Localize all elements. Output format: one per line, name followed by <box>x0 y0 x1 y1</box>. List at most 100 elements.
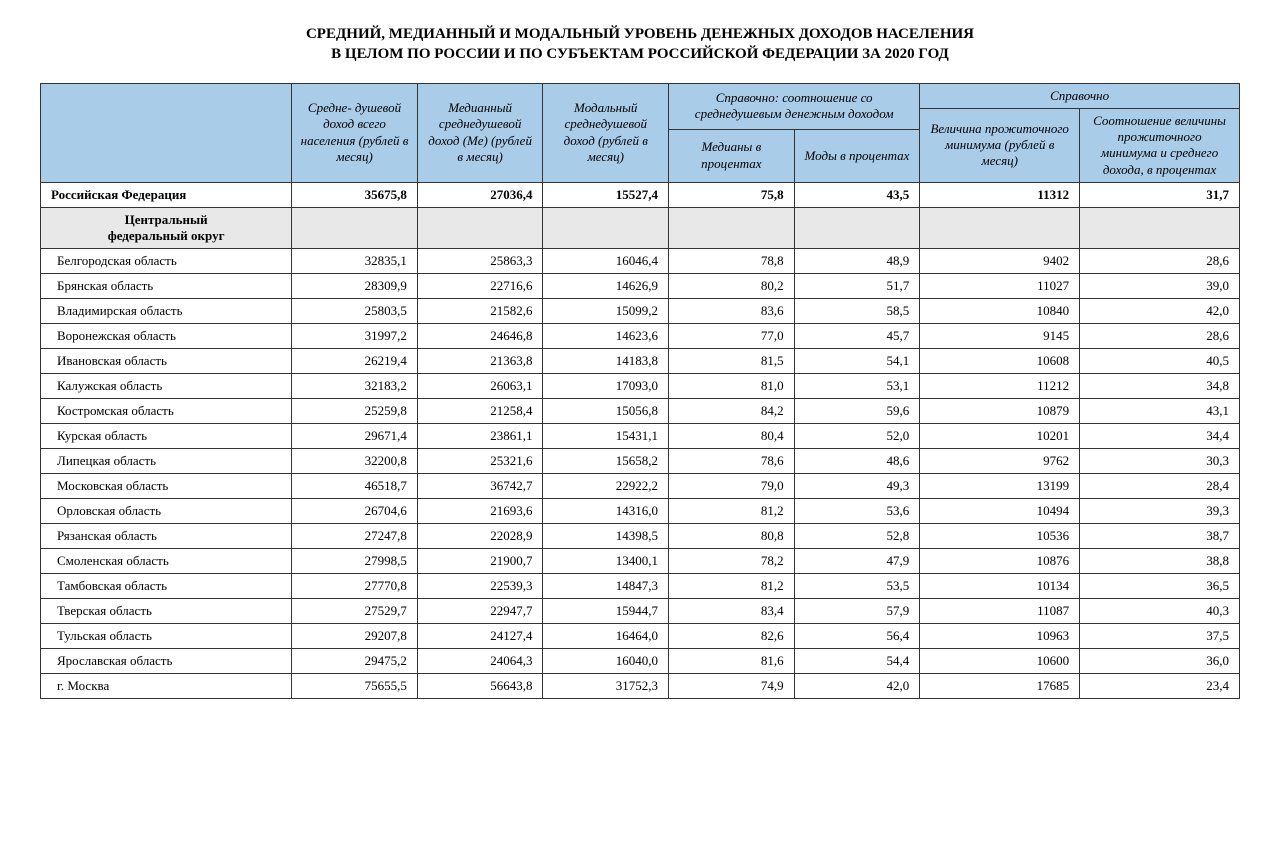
value-cell: 37,5 <box>1080 623 1240 648</box>
region-name: Липецкая область <box>41 448 292 473</box>
value-cell: 47,9 <box>794 548 920 573</box>
value-cell: 31997,2 <box>292 323 418 348</box>
value-cell: 26063,1 <box>417 373 543 398</box>
region-name: Центральныйфедеральный округ <box>41 207 292 248</box>
value-cell: 43,1 <box>1080 398 1240 423</box>
table-row: Рязанская область27247,822028,914398,580… <box>41 523 1240 548</box>
value-cell: 14183,8 <box>543 348 669 373</box>
value-cell: 38,8 <box>1080 548 1240 573</box>
value-cell: 40,3 <box>1080 598 1240 623</box>
value-cell: 54,4 <box>794 648 920 673</box>
header-modal: Модальный среднедушевой доход (рублей в … <box>543 83 669 182</box>
region-name: Тамбовская область <box>41 573 292 598</box>
table-row: Курская область29671,423861,115431,180,4… <box>41 423 1240 448</box>
value-cell: 53,5 <box>794 573 920 598</box>
value-cell: 32183,2 <box>292 373 418 398</box>
value-cell: 13400,1 <box>543 548 669 573</box>
value-cell <box>920 207 1080 248</box>
value-cell: 30,3 <box>1080 448 1240 473</box>
value-cell: 27247,8 <box>292 523 418 548</box>
value-cell: 35675,8 <box>292 182 418 207</box>
value-cell: 14398,5 <box>543 523 669 548</box>
value-cell: 11312 <box>920 182 1080 207</box>
region-name: Тульская область <box>41 623 292 648</box>
value-cell: 10536 <box>920 523 1080 548</box>
value-cell: 29207,8 <box>292 623 418 648</box>
value-cell: 78,6 <box>669 448 795 473</box>
value-cell: 80,4 <box>669 423 795 448</box>
value-cell: 10963 <box>920 623 1080 648</box>
value-cell: 15431,1 <box>543 423 669 448</box>
value-cell: 81,2 <box>669 498 795 523</box>
region-name: Рязанская область <box>41 523 292 548</box>
table-row: Смоленская область27998,521900,713400,17… <box>41 548 1240 573</box>
table-row: Брянская область28309,922716,614626,980,… <box>41 273 1240 298</box>
value-cell: 11212 <box>920 373 1080 398</box>
value-cell <box>417 207 543 248</box>
value-cell: 17093,0 <box>543 373 669 398</box>
value-cell: 54,1 <box>794 348 920 373</box>
value-cell: 40,5 <box>1080 348 1240 373</box>
value-cell: 23861,1 <box>417 423 543 448</box>
value-cell: 74,9 <box>669 673 795 698</box>
value-cell: 27770,8 <box>292 573 418 598</box>
region-name: Орловская область <box>41 498 292 523</box>
header-mode-pct: Моды в процентах <box>794 129 920 182</box>
value-cell: 13199 <box>920 473 1080 498</box>
value-cell: 21258,4 <box>417 398 543 423</box>
value-cell: 32200,8 <box>292 448 418 473</box>
value-cell: 25321,6 <box>417 448 543 473</box>
value-cell: 48,6 <box>794 448 920 473</box>
title-line-2: В ЦЕЛОМ ПО РОССИИ И ПО СУБЪЕКТАМ РОССИЙС… <box>331 46 949 62</box>
income-table: Средне- душевой доход всего населения (р… <box>40 83 1240 699</box>
value-cell: 14847,3 <box>543 573 669 598</box>
value-cell: 28,6 <box>1080 248 1240 273</box>
value-cell: 22539,3 <box>417 573 543 598</box>
value-cell: 23,4 <box>1080 673 1240 698</box>
table-header: Средне- душевой доход всего населения (р… <box>41 83 1240 182</box>
table-row: Московская область46518,736742,722922,27… <box>41 473 1240 498</box>
region-name: Брянская область <box>41 273 292 298</box>
table-row: Тульская область29207,824127,416464,082,… <box>41 623 1240 648</box>
value-cell: 10879 <box>920 398 1080 423</box>
total-row: Российская Федерация35675,827036,415527,… <box>41 182 1240 207</box>
value-cell: 80,2 <box>669 273 795 298</box>
value-cell: 36,5 <box>1080 573 1240 598</box>
table-body: Российская Федерация35675,827036,415527,… <box>41 182 1240 698</box>
value-cell: 38,7 <box>1080 523 1240 548</box>
value-cell: 28,4 <box>1080 473 1240 498</box>
value-cell: 10494 <box>920 498 1080 523</box>
value-cell <box>669 207 795 248</box>
value-cell: 75,8 <box>669 182 795 207</box>
value-cell: 78,8 <box>669 248 795 273</box>
value-cell: 56643,8 <box>417 673 543 698</box>
value-cell: 27998,5 <box>292 548 418 573</box>
value-cell: 11087 <box>920 598 1080 623</box>
value-cell: 26704,6 <box>292 498 418 523</box>
region-name: Костромская область <box>41 398 292 423</box>
region-name: Владимирская область <box>41 298 292 323</box>
value-cell: 11027 <box>920 273 1080 298</box>
value-cell: 48,9 <box>794 248 920 273</box>
region-name: Воронежская область <box>41 323 292 348</box>
value-cell: 51,7 <box>794 273 920 298</box>
value-cell: 22028,9 <box>417 523 543 548</box>
value-cell: 15658,2 <box>543 448 669 473</box>
value-cell: 25259,8 <box>292 398 418 423</box>
value-cell: 14623,6 <box>543 323 669 348</box>
header-ratio-group: Справочно: соотношение со среднедушевым … <box>669 83 920 129</box>
value-cell: 22922,2 <box>543 473 669 498</box>
value-cell <box>1080 207 1240 248</box>
value-cell: 81,5 <box>669 348 795 373</box>
value-cell <box>794 207 920 248</box>
value-cell: 29475,2 <box>292 648 418 673</box>
value-cell: 46518,7 <box>292 473 418 498</box>
value-cell: 14316,0 <box>543 498 669 523</box>
value-cell: 58,5 <box>794 298 920 323</box>
value-cell: 34,4 <box>1080 423 1240 448</box>
header-ref-group: Справочно <box>920 83 1240 108</box>
value-cell: 79,0 <box>669 473 795 498</box>
region-name: Ярославская область <box>41 648 292 673</box>
value-cell: 42,0 <box>1080 298 1240 323</box>
value-cell: 52,0 <box>794 423 920 448</box>
